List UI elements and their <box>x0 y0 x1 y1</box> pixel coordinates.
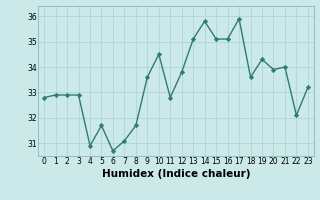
X-axis label: Humidex (Indice chaleur): Humidex (Indice chaleur) <box>102 169 250 179</box>
